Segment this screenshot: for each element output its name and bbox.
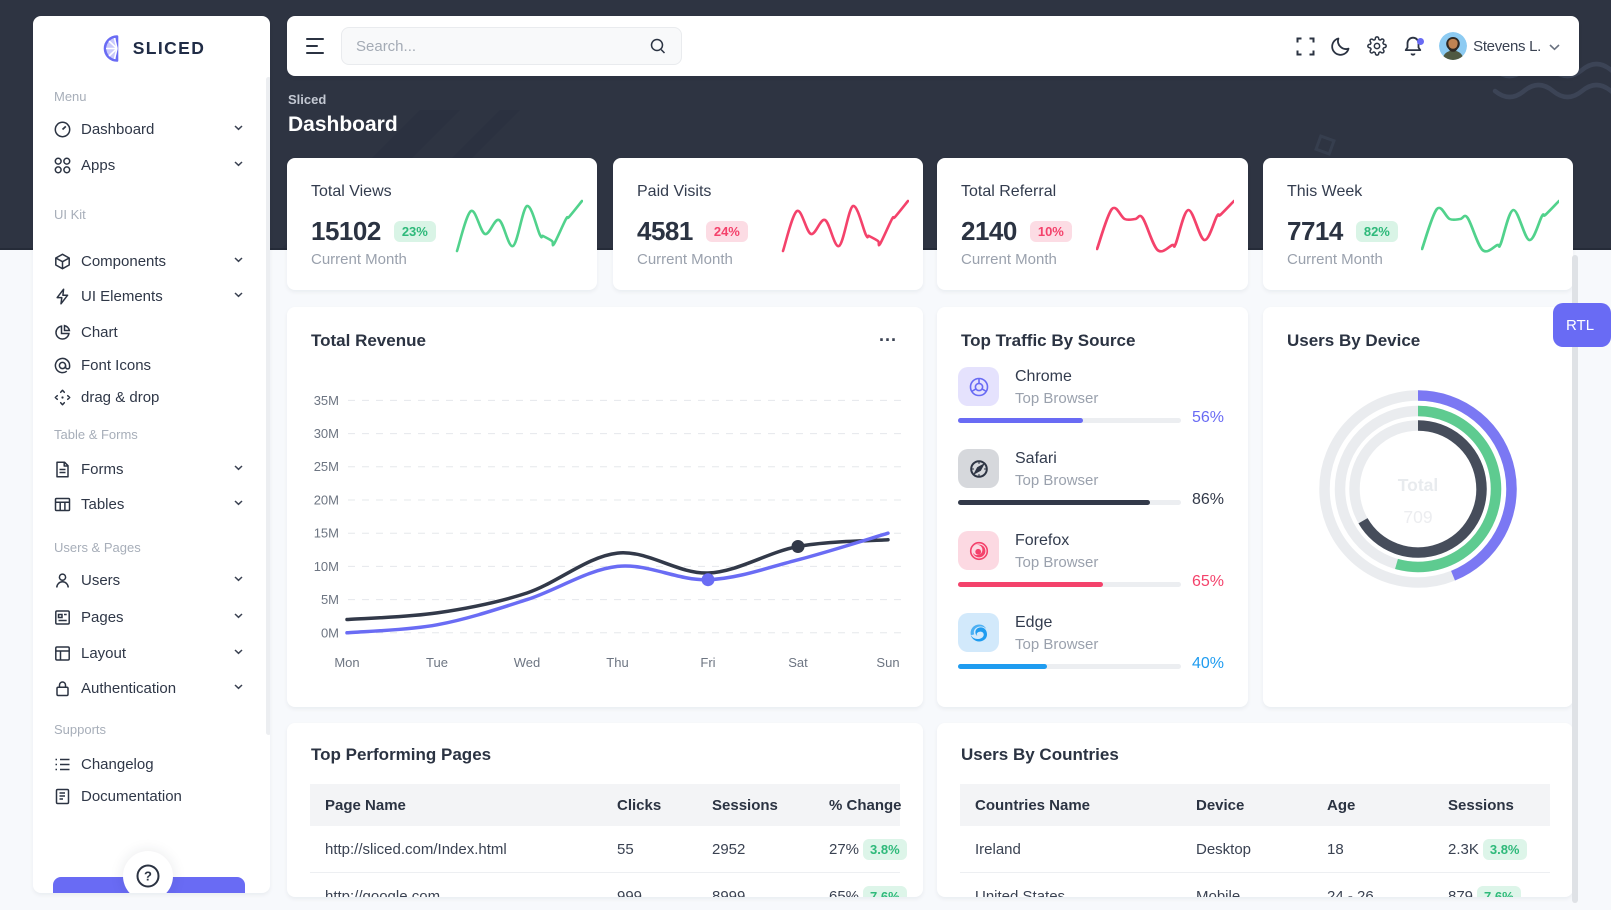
svg-text:Wed: Wed — [514, 655, 541, 670]
svg-text:15M: 15M — [314, 526, 339, 541]
svg-text:Fri: Fri — [700, 655, 715, 670]
svg-text:?: ? — [144, 869, 152, 884]
svg-text:35M: 35M — [314, 393, 339, 408]
svg-text:30M: 30M — [314, 426, 339, 441]
svg-text:Tue: Tue — [426, 655, 448, 670]
svg-text:Thu: Thu — [606, 655, 628, 670]
svg-text:Sun: Sun — [876, 655, 899, 670]
svg-text:20M: 20M — [314, 493, 339, 508]
svg-text:709: 709 — [1403, 507, 1432, 527]
svg-text:10M: 10M — [314, 559, 339, 574]
svg-text:25M: 25M — [314, 459, 339, 474]
svg-text:Mon: Mon — [334, 655, 359, 670]
svg-text:5M: 5M — [321, 592, 339, 607]
svg-text:Sat: Sat — [788, 655, 808, 670]
svg-text:Total: Total — [1398, 475, 1439, 495]
svg-text:0M: 0M — [321, 625, 339, 640]
